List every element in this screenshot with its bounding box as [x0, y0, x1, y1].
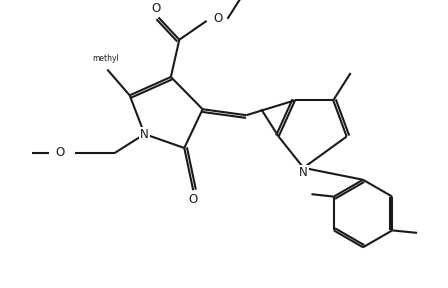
Text: O: O [152, 2, 161, 15]
Text: N: N [299, 166, 308, 179]
Text: N: N [140, 128, 149, 141]
Text: O: O [213, 12, 222, 25]
Text: methyl: methyl [92, 54, 119, 63]
Text: O: O [56, 146, 65, 160]
Text: O: O [189, 193, 198, 206]
